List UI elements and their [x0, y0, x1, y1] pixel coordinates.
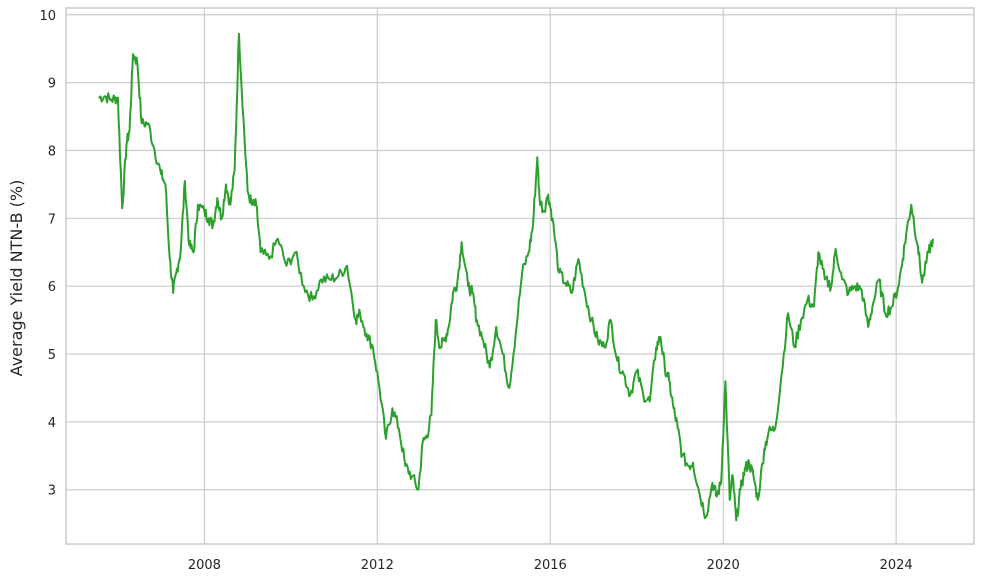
y-tick-label: 7 — [48, 212, 56, 227]
x-axis-ticks: 2008 2012 2016 2020 2024 — [188, 558, 913, 573]
plot-frame — [65, 7, 975, 545]
grid — [66, 8, 974, 544]
y-axis-ticks: 3 4 5 6 7 8 9 10 — [39, 9, 56, 499]
series-layer — [98, 32, 934, 522]
x-tick-label: 2020 — [707, 558, 740, 573]
y-tick-label: 9 — [48, 77, 56, 92]
x-tick-label: 2008 — [188, 558, 221, 573]
yield-series-line — [98, 32, 934, 522]
y-tick-label: 4 — [48, 416, 56, 431]
y-axis-label: Average Yield NTN-B (%) — [7, 180, 26, 377]
x-tick-label: 2012 — [361, 558, 394, 573]
y-tick-label: 8 — [48, 144, 56, 159]
x-tick-label: 2024 — [880, 558, 913, 573]
y-tick-label: 3 — [48, 484, 56, 499]
y-tick-label: 6 — [48, 280, 56, 295]
x-tick-label: 2016 — [534, 558, 567, 573]
y-tick-label: 5 — [48, 348, 56, 363]
y-tick-label: 10 — [39, 9, 56, 24]
